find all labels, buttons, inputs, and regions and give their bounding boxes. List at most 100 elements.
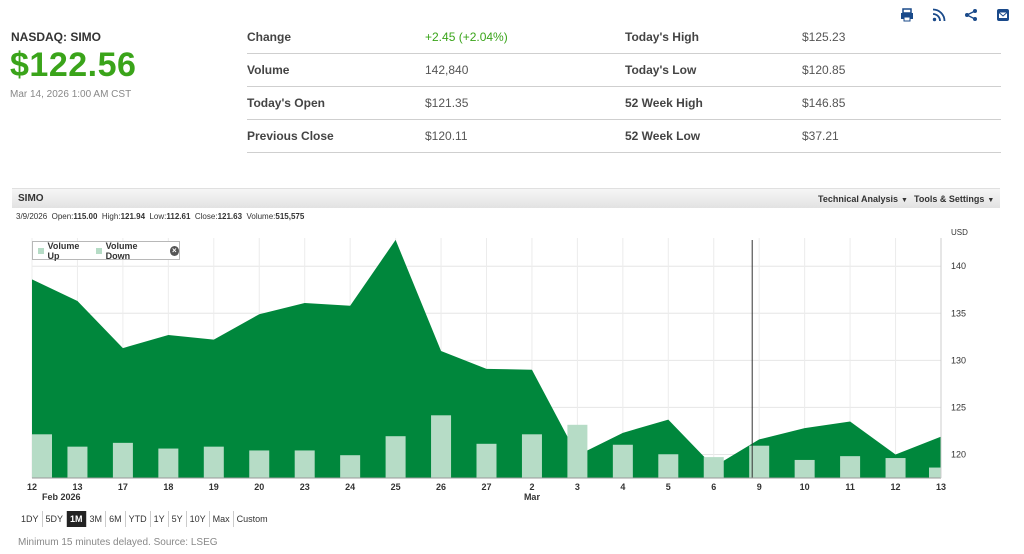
ohlc-close: 121.63 [217, 212, 243, 221]
ohlc-volume: 515,575 [275, 212, 305, 221]
volume-bar [521, 434, 542, 478]
quote-timestamp: Mar 14, 2026 1:00 AM CST [10, 89, 132, 100]
range-button-1m[interactable]: 1M [67, 511, 87, 527]
range-button-custom[interactable]: Custom [236, 514, 268, 524]
ohlc-close-label: Close: [194, 212, 218, 221]
y-tick-label: 120 [951, 449, 966, 459]
tools-settings-menu[interactable]: Tools & Settings ▼ [914, 194, 994, 204]
volume-bar [340, 455, 361, 478]
range-button-5dy[interactable]: 5DY [43, 511, 68, 527]
legend-label: Volume Up [47, 240, 80, 261]
legend-volume-down: Volume Down [96, 241, 160, 261]
range-button-max[interactable]: Max [210, 511, 234, 527]
legend-swatch [96, 247, 102, 254]
legend-label: Volume Down [105, 240, 138, 261]
volume-bar [294, 450, 315, 478]
last-price: $122.56 [10, 46, 137, 84]
volume-bar [249, 450, 270, 478]
rss-icon[interactable] [932, 8, 946, 22]
chart-symbol: SIMO [18, 193, 44, 204]
stat-label: Today's Open [247, 96, 325, 110]
stat-row: Previous Close $120.11 52 Week Low $37.2… [247, 120, 1001, 153]
ohlc-low: 112.61 [166, 212, 191, 221]
volume-bar [840, 456, 861, 478]
price-area [32, 239, 941, 478]
volume-bar [703, 457, 724, 478]
x-tick-label: 12 [891, 482, 901, 492]
y-tick-label: 140 [951, 261, 966, 271]
x-tick-label: 13 [936, 482, 946, 492]
stat-value: $120.85 [802, 63, 846, 77]
x-tick-label: 25 [391, 482, 401, 492]
volume-bar [749, 445, 770, 478]
stat-row: Today's Open $121.35 52 Week High $146.8… [247, 87, 1001, 120]
volume-bar [885, 458, 906, 478]
delay-footnote: Minimum 15 minutes delayed. Source: LSEG [18, 537, 218, 548]
volume-bar [112, 442, 133, 478]
x-tick-label: 23 [300, 482, 310, 492]
x-tick-label: 24 [345, 482, 355, 492]
volume-bar [32, 434, 52, 478]
x-tick-label: 20 [254, 482, 264, 492]
technical-analysis-menu[interactable]: Technical Analysis ▼ [818, 194, 908, 204]
volume-bar [158, 448, 179, 478]
range-button-5y[interactable]: 5Y [169, 511, 187, 527]
x-tick-label: 11 [845, 482, 855, 492]
x-tick-label: 18 [163, 482, 173, 492]
volume-bar [612, 444, 633, 478]
stat-value: $146.85 [802, 96, 846, 110]
ohlc-low-label: Low: [149, 212, 167, 221]
ohlc-open: 115.00 [73, 212, 98, 221]
range-button-ytd[interactable]: YTD [126, 511, 151, 527]
print-icon[interactable] [900, 8, 914, 22]
ohlc-high-label: High: [101, 212, 121, 221]
stat-label: 52 Week Low [625, 129, 701, 143]
ohlc-open-label: Open: [51, 212, 74, 221]
x-tick-label: 3 [575, 482, 580, 492]
x-month-label: Mar [524, 492, 541, 502]
stat-label: 52 Week High [625, 96, 703, 110]
stat-label: Previous Close [247, 129, 334, 143]
x-month-label: Feb 2026 [42, 492, 81, 502]
range-button-10y[interactable]: 10Y [187, 511, 210, 527]
stat-value: $120.11 [425, 129, 468, 143]
email-icon[interactable] [996, 8, 1010, 22]
ohlc-date: 3/9/2026 [16, 212, 48, 221]
x-tick-label: 10 [800, 482, 810, 492]
caret-down-icon: ▼ [987, 197, 995, 204]
stat-label: Volume [247, 63, 290, 77]
stat-value: +2.45 (+2.04%) [425, 30, 508, 44]
volume-bar [794, 459, 815, 478]
close-legend-icon[interactable]: × [169, 245, 179, 256]
x-tick-label: 6 [711, 482, 716, 492]
stat-label: Today's High [625, 30, 699, 44]
volume-bar [385, 436, 406, 478]
legend-swatch [38, 247, 44, 254]
y-tick-label: 130 [951, 355, 966, 365]
range-button-6m[interactable]: 6M [106, 511, 126, 527]
stat-row: Volume 142,840 Today's Low $120.85 [247, 54, 1001, 87]
volume-bar [431, 415, 452, 478]
stat-value: 142,840 [425, 63, 469, 77]
volume-bar [658, 454, 679, 478]
x-tick-label: 4 [620, 482, 625, 492]
range-button-1y[interactable]: 1Y [151, 511, 169, 527]
stat-value: $125.23 [802, 30, 846, 44]
stat-value: $37.21 [802, 129, 839, 143]
technical-analysis-label: Technical Analysis [818, 194, 899, 204]
stat-row: Change +2.45 (+2.04%) Today's High $125.… [247, 21, 1001, 54]
volume-bar [203, 446, 224, 478]
x-tick-label: 17 [118, 482, 128, 492]
ohlc-high: 121.94 [120, 212, 146, 221]
stat-label: Change [247, 30, 292, 44]
range-button-1dy[interactable]: 1DY [18, 511, 43, 527]
legend-volume-up: Volume Up [38, 241, 90, 261]
x-tick-label: 27 [481, 482, 491, 492]
ticker-symbol: NASDAQ: SIMO [11, 30, 101, 44]
range-button-3m[interactable]: 3M [87, 511, 107, 527]
volume-bar [67, 446, 88, 478]
x-tick-label: 19 [209, 482, 219, 492]
caret-down-icon: ▼ [901, 197, 908, 204]
share-icon[interactable] [964, 8, 978, 22]
